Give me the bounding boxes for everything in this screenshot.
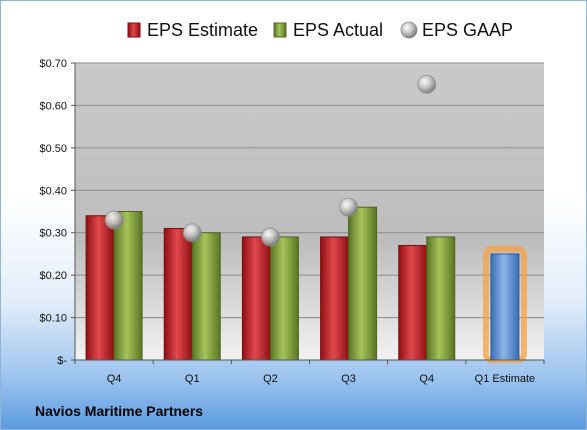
point-eps-gaap xyxy=(104,210,124,230)
x-tick-label: Q3 xyxy=(341,373,356,385)
y-tick-label: $- xyxy=(57,355,67,367)
legend-label-eps-estimate: EPS Estimate xyxy=(147,20,258,40)
y-tick-label: $0.30 xyxy=(39,228,67,240)
bar-q1-estimate xyxy=(490,253,520,361)
x-tick-label: Q4 xyxy=(419,373,434,385)
y-tick-label: $0.70 xyxy=(39,58,67,70)
company-name: Navios Maritime Partners xyxy=(35,403,204,419)
bar-eps-actual xyxy=(426,236,456,361)
bar-eps-estimate xyxy=(85,215,115,361)
gaap-points xyxy=(104,74,437,247)
bar-eps-estimate xyxy=(398,244,428,361)
point-eps-gaap xyxy=(261,227,280,247)
y-axis: $- $0.10 $0.20 $0.30 $0.40 $0.50 $0.60 $0.70 xyxy=(39,58,76,367)
y-tick-label: $0.10 xyxy=(39,313,67,325)
bar-eps-actual xyxy=(348,206,378,361)
plot-area xyxy=(75,63,544,360)
x-axis: Q4 Q1 Q2 Q3 Q4 Q1 Estimate xyxy=(74,359,545,385)
point-eps-gaap xyxy=(417,74,437,94)
x-tick-label: Q4 xyxy=(107,373,122,385)
x-tick-label: Q1 xyxy=(185,373,200,385)
bar-eps-actual xyxy=(113,211,143,361)
x-tick-label: Q1 Estimate xyxy=(475,373,536,385)
bars xyxy=(85,206,527,363)
legend-swatch-eps-estimate xyxy=(127,22,141,38)
y-tick-label: $0.40 xyxy=(39,185,67,197)
point-eps-gaap xyxy=(339,197,358,217)
legend-swatch-eps-gaap xyxy=(400,21,418,39)
legend-label-eps-gaap: EPS GAAP xyxy=(422,20,513,40)
y-tick-label: $0.50 xyxy=(39,143,67,155)
y-tick-label: $0.20 xyxy=(39,270,67,282)
bar-eps-estimate xyxy=(320,236,350,361)
bar-eps-actual xyxy=(269,236,299,361)
point-eps-gaap xyxy=(182,223,202,243)
y-tick-label: $0.60 xyxy=(39,100,67,112)
x-tick-label: Q2 xyxy=(263,373,278,385)
gridlines xyxy=(75,62,544,361)
bar-eps-estimate xyxy=(241,236,271,361)
legend-swatch-eps-actual xyxy=(273,22,287,38)
bar-eps-estimate xyxy=(163,227,193,361)
legend-label-eps-actual: EPS Actual xyxy=(293,20,383,40)
bar-eps-actual xyxy=(191,232,221,361)
chart-legend: EPS Estimate EPS Actual EPS GAAP xyxy=(127,20,513,40)
